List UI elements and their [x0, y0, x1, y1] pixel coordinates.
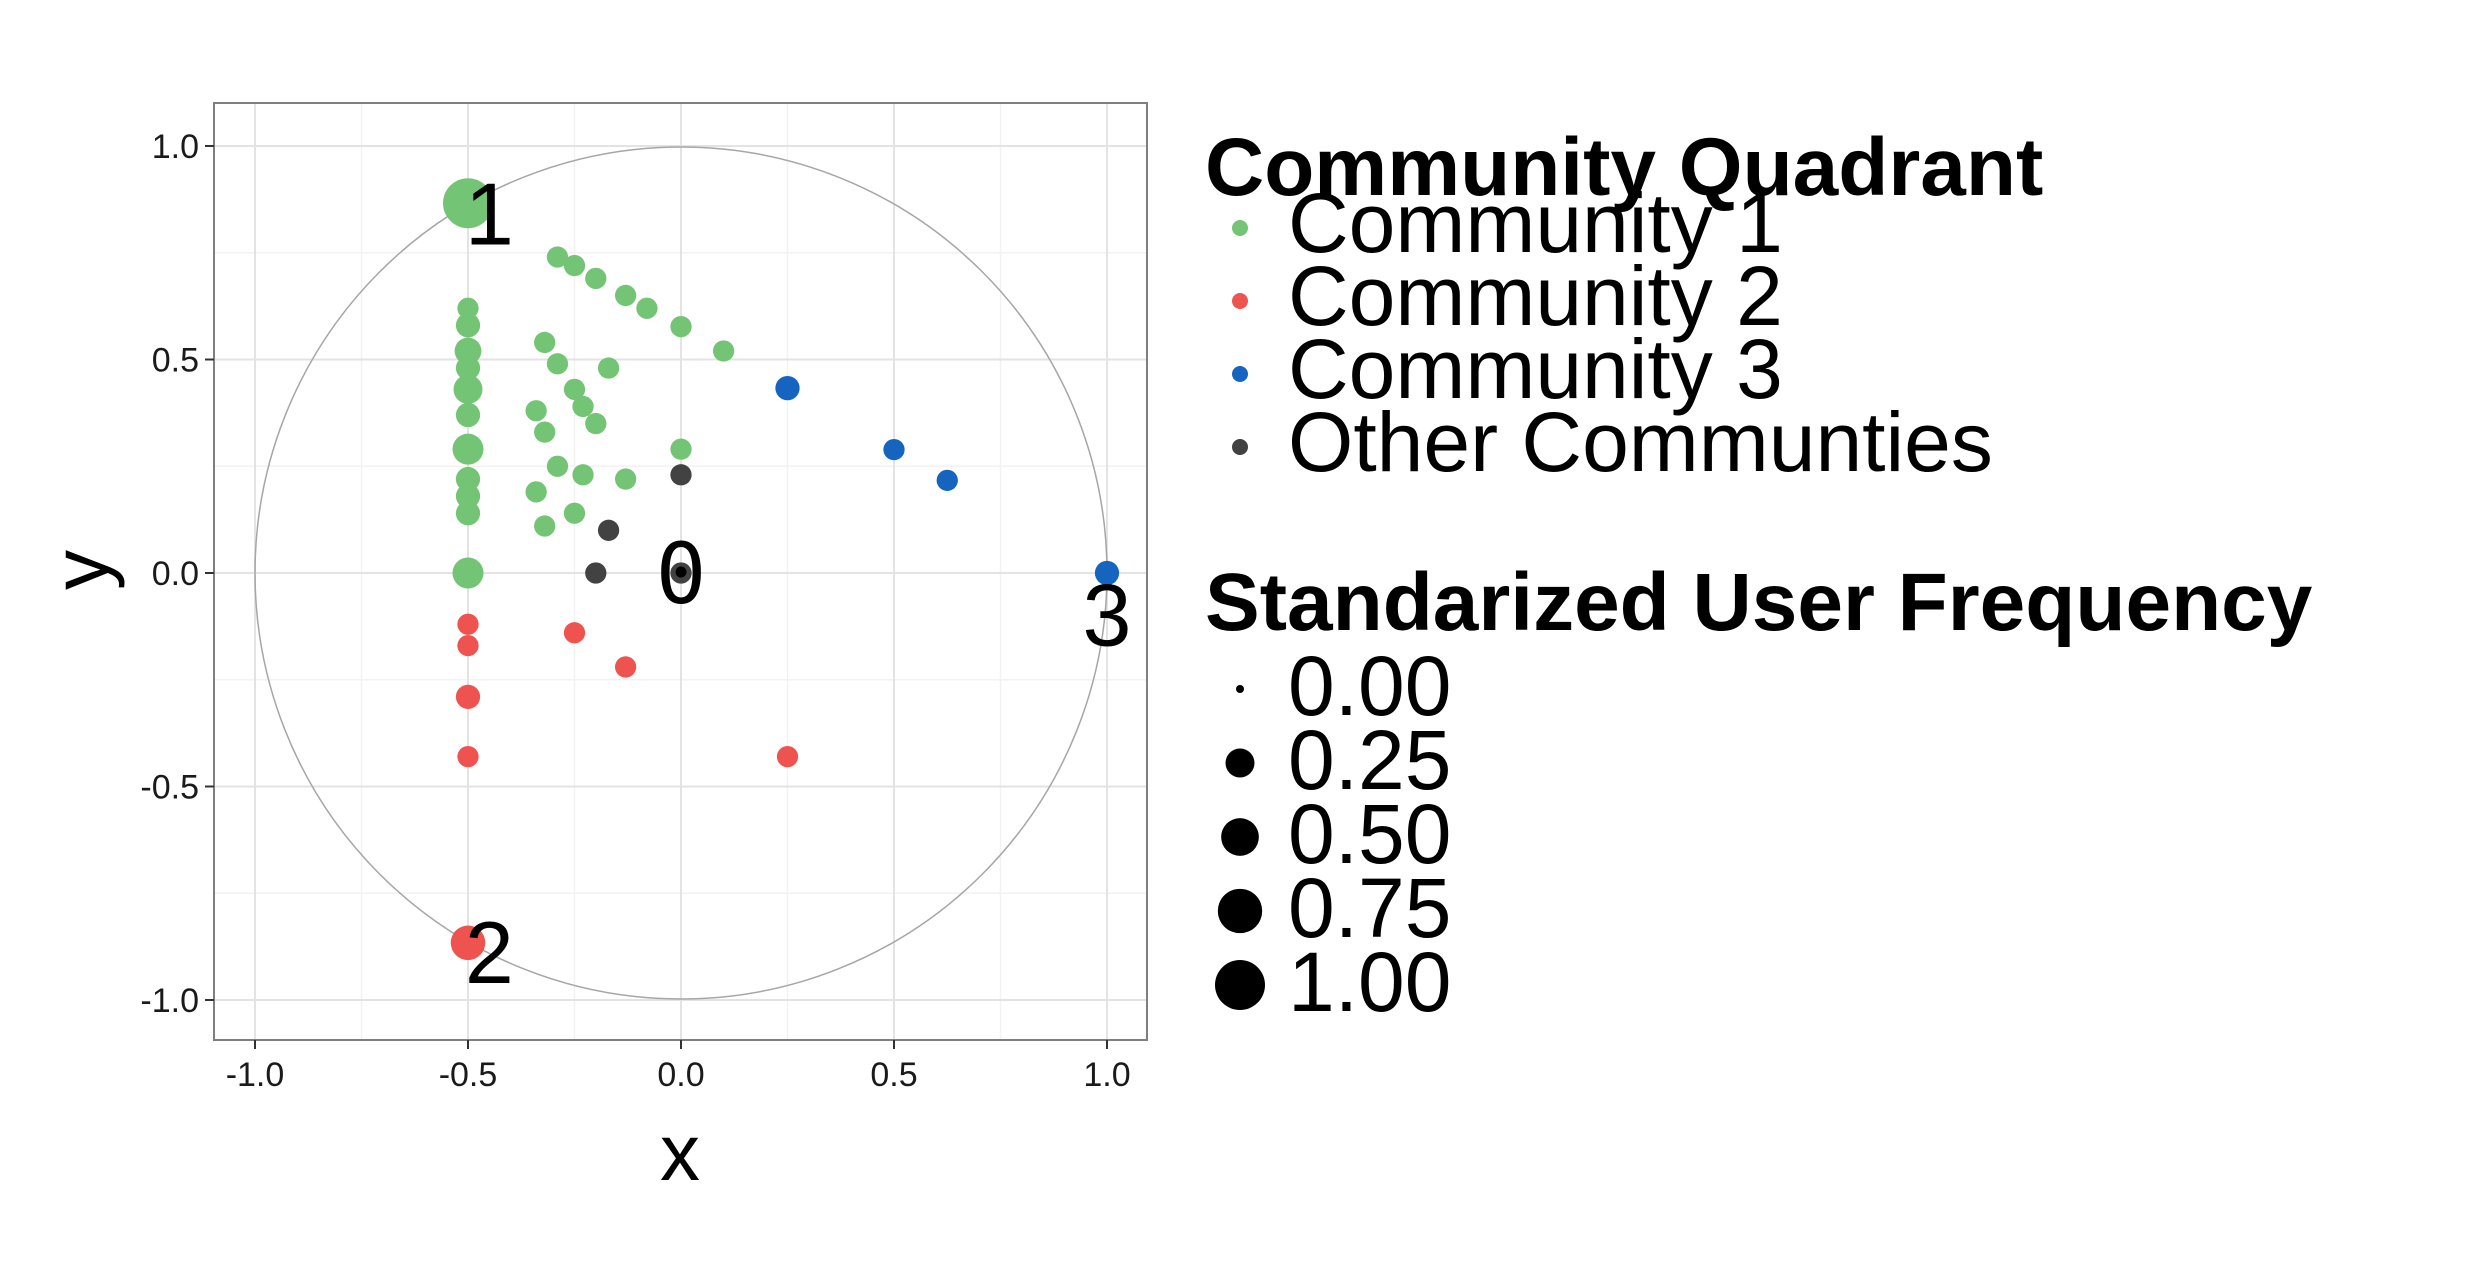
x-tick-label: 0.5 — [870, 1056, 917, 1094]
x-axis: -1.0 -0.5 0.0 0.5 1.0 — [226, 1040, 1131, 1094]
legend-color-label: Community 1 — [1288, 176, 1783, 270]
point-community-2 — [457, 613, 479, 635]
legend-color-label: Community 2 — [1288, 249, 1783, 343]
legend-color-key — [1232, 439, 1248, 455]
point-community-1 — [525, 481, 547, 503]
point-community-1 — [546, 246, 569, 268]
point-community-1 — [546, 455, 569, 477]
legend-size-label: 1.00 — [1288, 935, 1452, 1029]
legend-color-title: Community Quadrant — [1205, 122, 2043, 213]
point-community-1 — [572, 395, 594, 418]
point-community-2 — [614, 656, 637, 678]
y-axis: -1.0 -0.5 0.0 0.5 1.0 — [140, 128, 214, 1020]
point-community-1 — [534, 421, 556, 443]
y-tick-label: -1.0 — [140, 982, 199, 1020]
point-community-1 — [563, 502, 586, 524]
point-community-1 — [636, 297, 658, 319]
point-community-1 — [712, 340, 735, 362]
point-community-3 — [883, 438, 905, 461]
point-other-communties — [670, 562, 692, 584]
point-community-1 — [546, 353, 569, 375]
legend-size-key — [1236, 685, 1244, 693]
y-tick-label: 0.0 — [152, 555, 199, 593]
y-tick-label: -0.5 — [140, 769, 199, 807]
x-tick-label: -0.5 — [439, 1056, 498, 1094]
point-community-3 — [775, 375, 800, 401]
y-tick-label: 1.0 — [152, 128, 199, 166]
point-community-1 — [443, 178, 493, 229]
point-community-2 — [450, 925, 486, 961]
point-community-1 — [455, 501, 481, 526]
point-community-1 — [563, 254, 586, 277]
point-community-1 — [670, 438, 692, 460]
legend-size-key — [1225, 748, 1255, 778]
point-community-2 — [457, 745, 479, 768]
point-community-1 — [614, 468, 637, 490]
point-community-1 — [585, 412, 607, 435]
legend-size-label: 0.50 — [1288, 787, 1452, 881]
legend-size-label: 0.00 — [1288, 639, 1452, 733]
point-community-1 — [455, 402, 481, 428]
annotation-label: 0 — [656, 525, 707, 623]
point-community-1 — [454, 337, 482, 365]
point-community-1 — [525, 400, 547, 422]
annotation-label: 3 — [1083, 566, 1132, 665]
legend-size-label: 0.25 — [1288, 713, 1452, 807]
legend-color-label: Other Communties — [1288, 395, 1993, 489]
point-community-1 — [534, 331, 556, 354]
point-community-1 — [453, 374, 483, 404]
point-community-1 — [455, 484, 481, 509]
point-community-2 — [457, 634, 479, 657]
point-community-1 — [572, 464, 594, 486]
legend-color-key — [1232, 366, 1248, 382]
point-community-1 — [614, 284, 637, 307]
y-tick-label: 0.5 — [152, 342, 199, 380]
point-community-1 — [457, 297, 479, 319]
y-axis-title: y — [36, 550, 125, 590]
point-community-1 — [585, 267, 607, 290]
point-community-1 — [563, 378, 586, 401]
point-other-communties — [585, 562, 607, 584]
point-community-3 — [936, 469, 958, 491]
plot-area: 1 2 3 0 — [213, 102, 1148, 1041]
point-community-2 — [455, 684, 481, 709]
annotations: 1 2 3 0 — [465, 164, 1132, 1002]
legend-color-key — [1232, 293, 1248, 309]
x-axis-title: x — [660, 1108, 700, 1197]
legend-size-key — [1217, 888, 1263, 934]
point-community-1 — [670, 315, 692, 338]
point-community-1 — [455, 355, 481, 381]
legend-color-label: Community 3 — [1288, 322, 1783, 416]
point-community-1 — [455, 466, 481, 492]
legend-size-key — [1215, 960, 1265, 1010]
point-community-1 — [455, 313, 481, 338]
point-community-1 — [597, 357, 620, 379]
x-tick-label: 0.0 — [657, 1056, 704, 1094]
point-community-1 — [452, 557, 484, 589]
annotation-label: 1 — [465, 164, 514, 263]
point-other-communties — [597, 519, 620, 541]
point-community-1 — [534, 515, 556, 537]
point-community-1 — [452, 433, 484, 465]
point-community-2 — [563, 622, 586, 644]
legend-size-title: Standarized User Frequency — [1205, 557, 2313, 648]
point-other-communties — [670, 464, 692, 486]
x-tick-label: 1.0 — [1083, 1056, 1130, 1094]
data-points — [443, 178, 1120, 961]
legend-size-key — [1221, 818, 1259, 856]
point-community-3 — [1094, 560, 1120, 586]
legend-size-label: 0.75 — [1288, 861, 1452, 955]
x-tick-label: -1.0 — [226, 1056, 285, 1094]
legend-color-key — [1232, 220, 1248, 236]
legend-size-items: 0.000.250.500.751.00 — [1215, 639, 1452, 1029]
point-community-2 — [776, 745, 799, 768]
annotation-label: 2 — [465, 903, 514, 1002]
legend: Community Quadrant Community 1Community … — [1205, 122, 2313, 1029]
